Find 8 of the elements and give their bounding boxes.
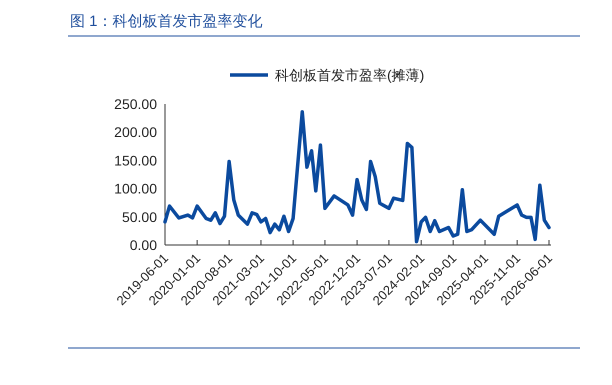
y-tick-label: 100.00 [114,180,158,197]
y-tick-label: 200.00 [114,124,158,140]
y-tick-label: 250.00 [114,96,158,112]
y-tick-label: 0.00 [130,237,158,253]
chart-title: 图 1：科创板首发市盈率变化 [70,13,263,30]
legend-label: 科创板首发市盈率(摊薄) [275,67,424,83]
y-tick-label: 50.00 [122,208,158,225]
y-tick-label: 150.00 [114,152,158,168]
